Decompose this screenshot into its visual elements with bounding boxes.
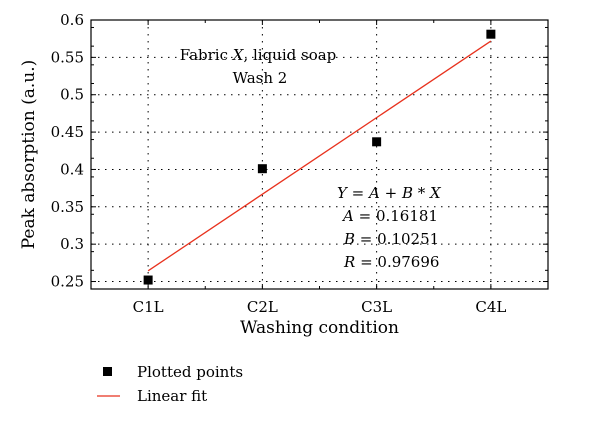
grid-lines xyxy=(91,19,548,289)
legend-marker-plotted-points xyxy=(103,367,112,376)
axis-ticks xyxy=(91,19,548,290)
x-tick-label: C3L xyxy=(361,298,392,316)
x-tick-label: C1L xyxy=(133,298,164,316)
annotation-fit-equation: Y = A + B * X xyxy=(337,184,442,202)
x-tick-labels: C1L C2L C3L C4L xyxy=(133,298,507,316)
annotation-fit-r: R = 0.97696 xyxy=(343,253,439,271)
y-tick-label: 0.5 xyxy=(60,86,84,104)
legend-label-plotted-points: Plotted points xyxy=(137,363,243,381)
data-point-c3l xyxy=(372,137,382,147)
data-point-c4l xyxy=(486,29,496,39)
x-tick-label: C2L xyxy=(247,298,278,316)
y-tick-label: 0.25 xyxy=(51,273,84,291)
y-tick-label: 0.4 xyxy=(60,160,84,178)
y-tick-label: 0.35 xyxy=(51,198,84,216)
plotted-points-series xyxy=(143,29,496,285)
linear-fit-line xyxy=(147,40,492,272)
x-tick-label: C4L xyxy=(475,298,506,316)
data-point-c2l xyxy=(257,164,267,174)
legend-label-linear-fit: Linear fit xyxy=(137,387,207,405)
data-point-c1l xyxy=(143,275,153,285)
y-tick-label: 0.6 xyxy=(60,11,84,29)
y-tick-label: 0.45 xyxy=(51,123,84,141)
annotation-title-line2: Wash 2 xyxy=(233,69,288,87)
annotation-fit-a: A = 0.16181 xyxy=(341,207,438,225)
y-axis-title: Peak absorption (a.u.) xyxy=(19,60,39,250)
legend: Plotted points Linear fit xyxy=(97,363,243,405)
y-tick-label: 0.55 xyxy=(51,48,84,66)
y-tick-label: 0.3 xyxy=(60,235,84,253)
linear-fit-series xyxy=(147,40,492,272)
annotation-title-line1: Fabric X, liquid soap xyxy=(180,46,337,64)
x-axis-title: Washing condition xyxy=(240,318,399,338)
y-tick-labels: 0.25 0.3 0.35 0.4 0.45 0.5 0.55 0.6 xyxy=(51,11,84,291)
annotation-fit-b: B = 0.10251 xyxy=(343,230,439,248)
